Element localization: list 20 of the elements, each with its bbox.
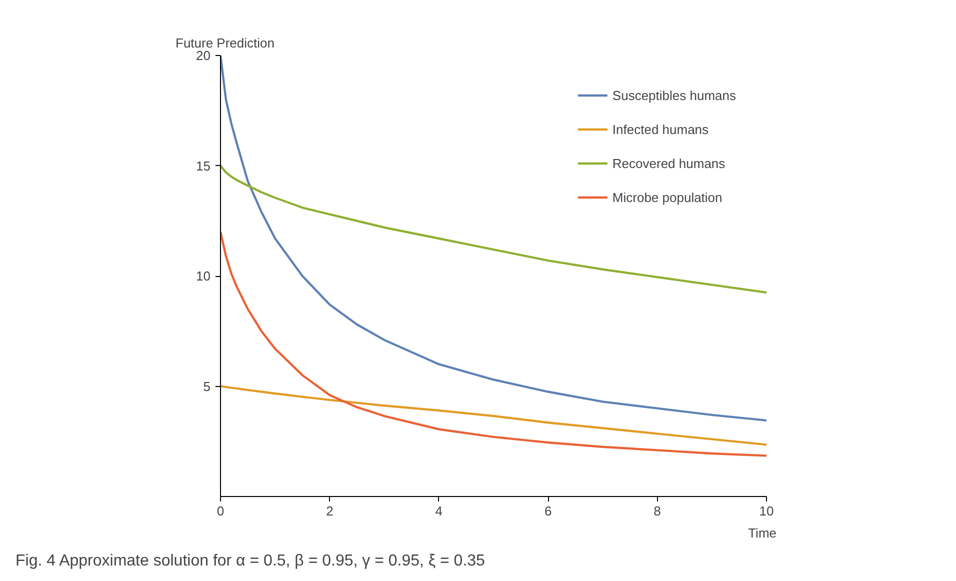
caption: Fig. 4 Approximate solution for α = 0.5, β = 0.95, γ = 0.95, ξ = 0.35 [16, 552, 486, 570]
y-tick-label: 20 [196, 48, 211, 63]
x-tick-label: 10 [759, 504, 774, 518]
x-tick-label: 2 [326, 504, 334, 518]
y-tick-label: 5 [203, 378, 211, 394]
y-tick-label: 10 [196, 268, 211, 284]
line-series [220, 385, 766, 446]
legend-label: Susceptibles humans [612, 88, 736, 102]
line-series [220, 230, 766, 457]
legend-label: Recovered humans [612, 156, 726, 170]
x-axis-title: Time [748, 526, 776, 540]
y-tick-label: 15 [196, 158, 211, 174]
x-tick-label: 4 [435, 504, 443, 518]
line-series [220, 56, 766, 422]
legend-label: Infected humans [612, 122, 709, 136]
x-tick-label: 0 [216, 504, 224, 518]
y-axis-title: Future Prediction [176, 36, 274, 50]
x-tick-label: 8 [654, 504, 661, 518]
legend-label: Microbe population [612, 190, 722, 204]
x-tick-label: 6 [544, 504, 552, 518]
